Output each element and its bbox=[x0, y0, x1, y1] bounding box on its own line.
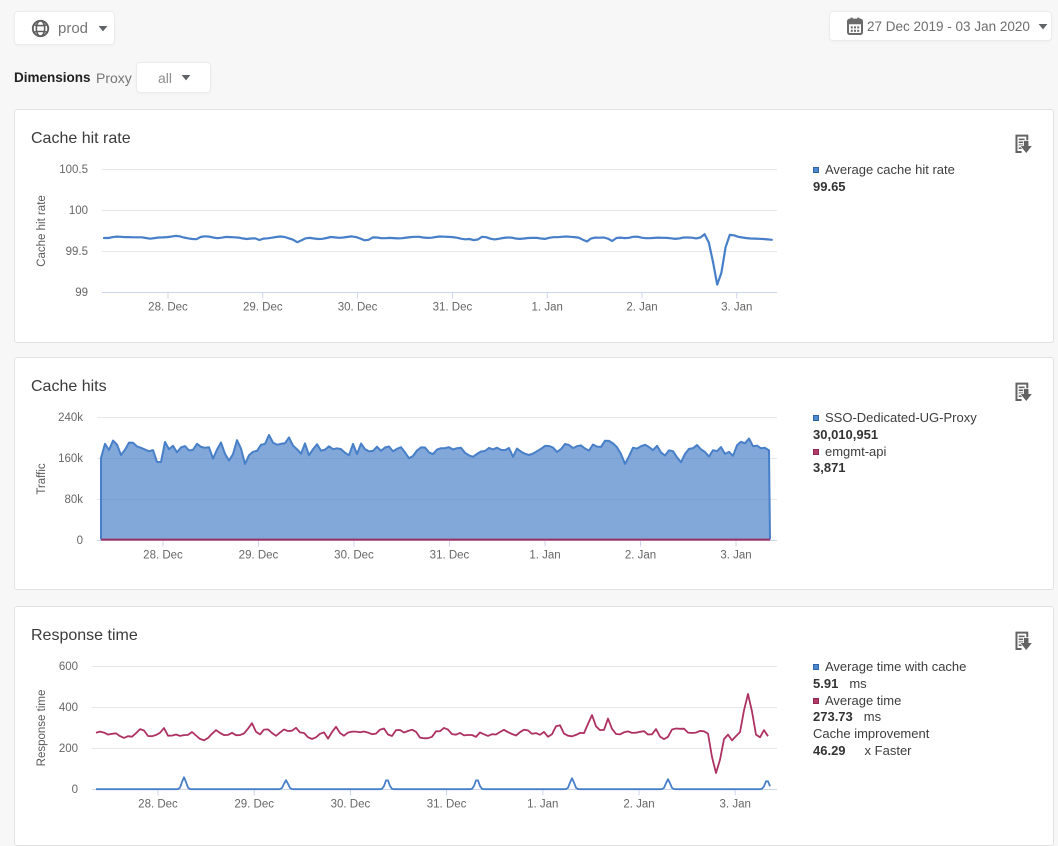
svg-text:31. Dec: 31. Dec bbox=[433, 302, 473, 314]
svg-text:1. Jan: 1. Jan bbox=[532, 302, 563, 314]
svg-text:99.5: 99.5 bbox=[66, 246, 88, 258]
svg-text:3. Jan: 3. Jan bbox=[720, 550, 751, 562]
svg-text:1. Jan: 1. Jan bbox=[529, 550, 560, 562]
svg-text:31. Dec: 31. Dec bbox=[430, 550, 470, 562]
svg-text:2. Jan: 2. Jan bbox=[625, 550, 656, 562]
svg-text:100.5: 100.5 bbox=[59, 164, 88, 176]
svg-text:160k: 160k bbox=[58, 453, 83, 465]
svg-text:29. Dec: 29. Dec bbox=[239, 550, 279, 562]
svg-text:Cache hit rate: Cache hit rate bbox=[36, 195, 48, 267]
svg-text:Traffic: Traffic bbox=[36, 463, 48, 495]
svg-text:200: 200 bbox=[59, 743, 78, 755]
svg-text:31. Dec: 31. Dec bbox=[427, 799, 467, 811]
svg-text:30. Dec: 30. Dec bbox=[331, 799, 371, 811]
svg-text:2. Jan: 2. Jan bbox=[626, 302, 657, 314]
svg-text:100: 100 bbox=[69, 205, 88, 217]
svg-text:1. Jan: 1. Jan bbox=[527, 799, 558, 811]
svg-text:80k: 80k bbox=[64, 494, 83, 506]
svg-text:3. Jan: 3. Jan bbox=[721, 302, 752, 314]
svg-text:28. Dec: 28. Dec bbox=[148, 302, 188, 314]
svg-text:Response time: Response time bbox=[36, 690, 48, 767]
svg-text:240k: 240k bbox=[58, 412, 83, 424]
svg-text:99: 99 bbox=[75, 287, 88, 299]
svg-text:2. Jan: 2. Jan bbox=[623, 799, 654, 811]
svg-text:30. Dec: 30. Dec bbox=[334, 550, 374, 562]
svg-text:0: 0 bbox=[72, 784, 78, 796]
svg-text:29. Dec: 29. Dec bbox=[234, 799, 274, 811]
svg-text:3. Jan: 3. Jan bbox=[720, 799, 751, 811]
svg-text:28. Dec: 28. Dec bbox=[138, 799, 178, 811]
svg-text:400: 400 bbox=[59, 702, 78, 714]
svg-text:0: 0 bbox=[77, 535, 83, 547]
svg-text:600: 600 bbox=[59, 661, 78, 673]
svg-text:28. Dec: 28. Dec bbox=[143, 550, 183, 562]
svg-text:29. Dec: 29. Dec bbox=[243, 302, 283, 314]
svg-text:30. Dec: 30. Dec bbox=[338, 302, 378, 314]
